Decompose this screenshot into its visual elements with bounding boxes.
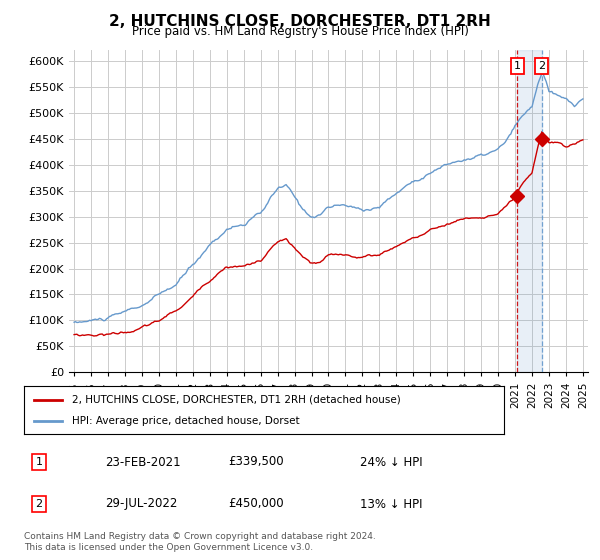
- Text: 2, HUTCHINS CLOSE, DORCHESTER, DT1 2RH: 2, HUTCHINS CLOSE, DORCHESTER, DT1 2RH: [109, 14, 491, 29]
- Text: 1: 1: [514, 61, 521, 71]
- Text: 2, HUTCHINS CLOSE, DORCHESTER, DT1 2RH (detached house): 2, HUTCHINS CLOSE, DORCHESTER, DT1 2RH (…: [72, 395, 401, 405]
- Text: 2: 2: [35, 499, 43, 509]
- Text: HPI: Average price, detached house, Dorset: HPI: Average price, detached house, Dors…: [72, 416, 299, 426]
- Text: 2: 2: [538, 61, 545, 71]
- Text: Contains HM Land Registry data © Crown copyright and database right 2024.
This d: Contains HM Land Registry data © Crown c…: [24, 532, 376, 552]
- Text: Price paid vs. HM Land Registry's House Price Index (HPI): Price paid vs. HM Land Registry's House …: [131, 25, 469, 38]
- Text: £450,000: £450,000: [228, 497, 284, 511]
- Text: 1: 1: [35, 457, 43, 467]
- Text: £339,500: £339,500: [228, 455, 284, 469]
- Text: 24% ↓ HPI: 24% ↓ HPI: [360, 455, 422, 469]
- Text: 23-FEB-2021: 23-FEB-2021: [105, 455, 181, 469]
- Bar: [517, 50, 542, 372]
- Text: 13% ↓ HPI: 13% ↓ HPI: [360, 497, 422, 511]
- Text: 29-JUL-2022: 29-JUL-2022: [105, 497, 178, 511]
